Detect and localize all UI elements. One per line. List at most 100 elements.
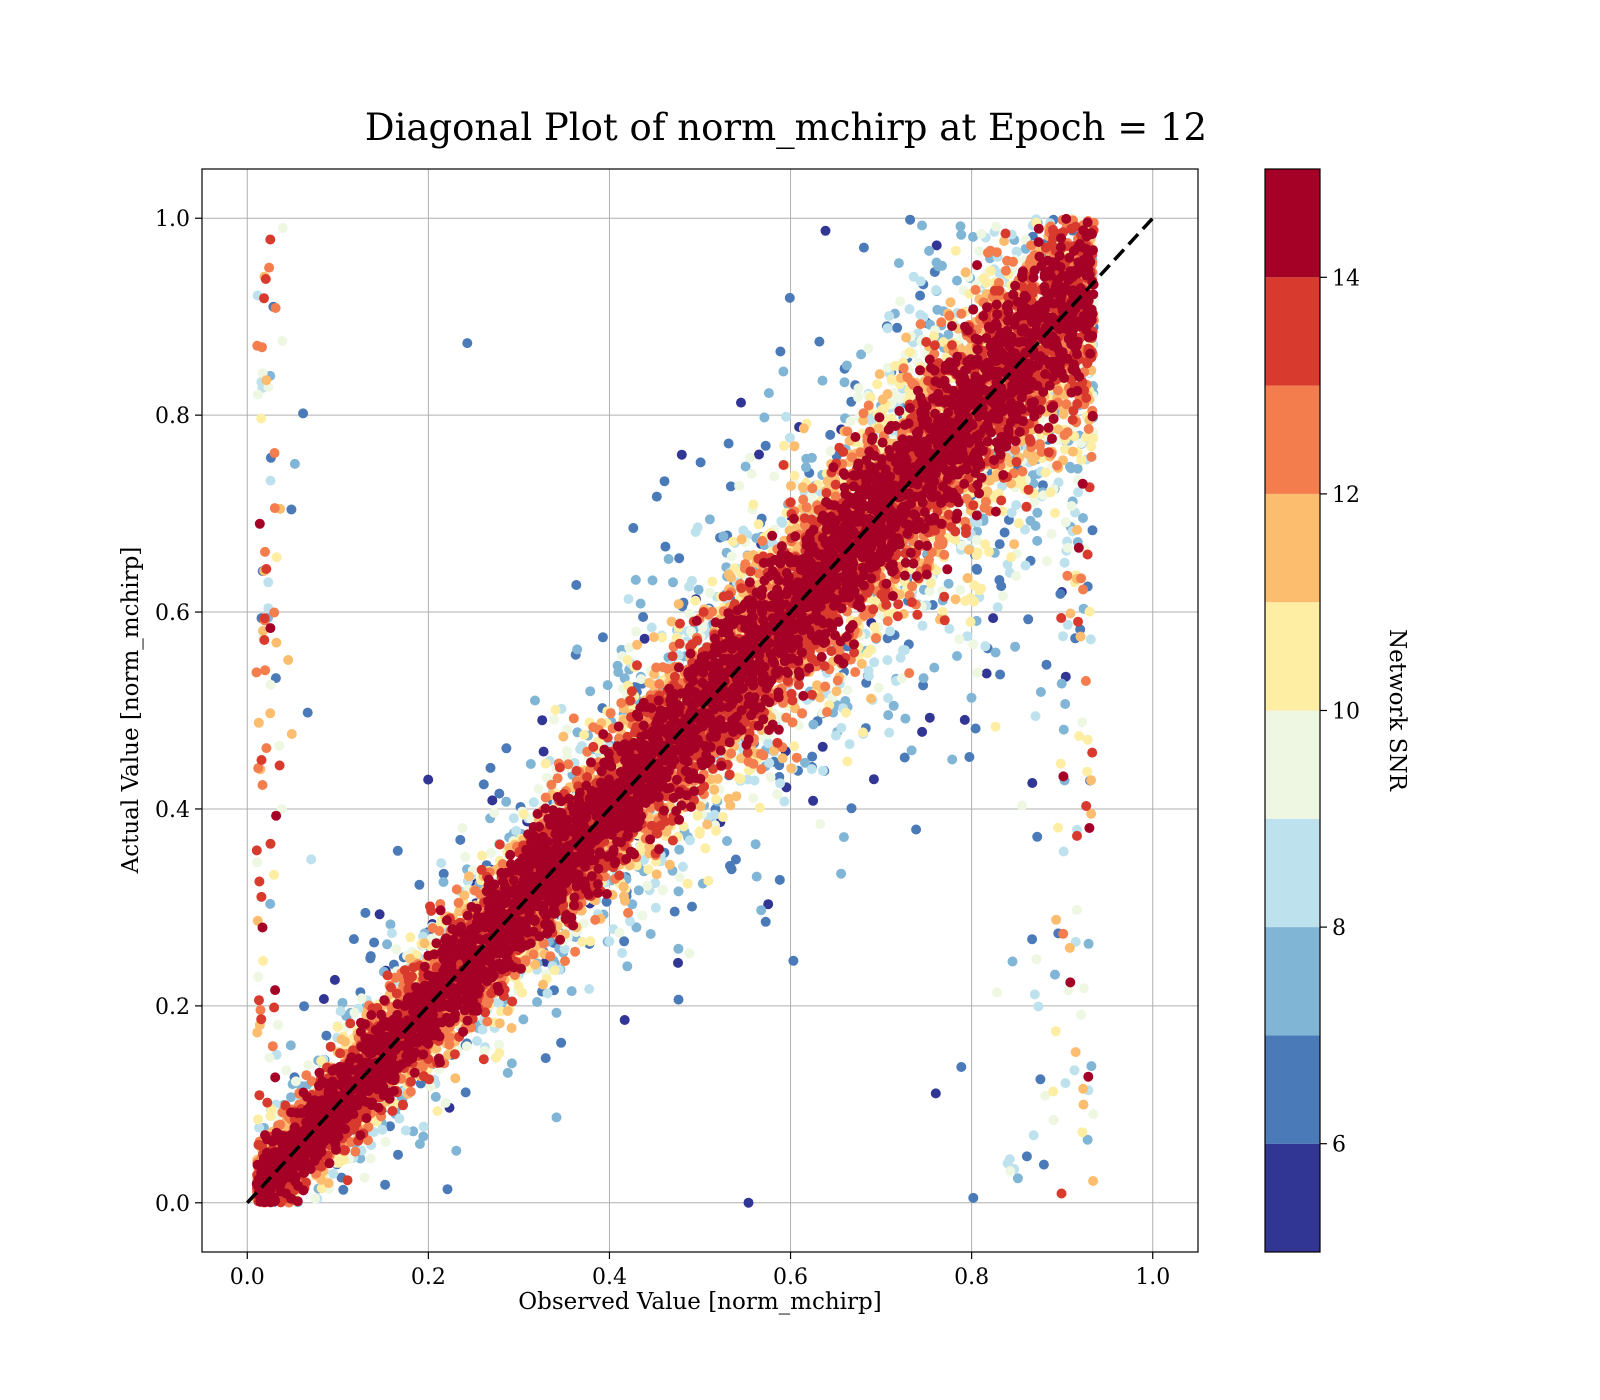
- data-point: [1032, 535, 1043, 546]
- data-point: [718, 531, 729, 542]
- data-point: [1048, 1086, 1059, 1097]
- data-point: [645, 929, 656, 939]
- data-point: [658, 884, 668, 895]
- data-point: [639, 633, 650, 644]
- data-point: [1058, 631, 1068, 642]
- data-point: [763, 388, 774, 399]
- data-point: [502, 1067, 513, 1078]
- data-point: [677, 861, 688, 872]
- data-point: [674, 553, 685, 564]
- data-point: [1087, 525, 1098, 536]
- data-point: [807, 751, 818, 762]
- data-point: [707, 576, 718, 587]
- data-point: [299, 1001, 310, 1012]
- data-point: [972, 667, 983, 678]
- data-point: [722, 836, 732, 846]
- data-point: [992, 602, 1003, 613]
- data-point: [1020, 524, 1030, 535]
- data-point: [400, 1125, 411, 1136]
- data-point: [774, 874, 785, 885]
- data-point: [1066, 501, 1077, 511]
- data-point: [1030, 711, 1041, 722]
- data-point: [559, 944, 570, 955]
- data-point: [489, 807, 500, 818]
- data-point: [622, 655, 633, 665]
- data-point: [965, 616, 976, 627]
- data-point: [1074, 731, 1085, 742]
- data-point: [985, 265, 996, 276]
- data-point: [674, 872, 685, 883]
- data-point: [915, 276, 926, 287]
- data-point: [551, 1112, 562, 1123]
- data-point: [1055, 588, 1066, 599]
- data-point: [651, 491, 662, 502]
- data-point: [286, 504, 297, 515]
- data-point: [863, 343, 874, 354]
- data-point: [472, 1036, 482, 1046]
- data-point: [1060, 517, 1071, 528]
- data-point: [1050, 1026, 1061, 1037]
- data-point: [348, 934, 359, 945]
- data-point: [642, 880, 653, 891]
- data-point: [438, 868, 449, 879]
- data-point: [994, 539, 1005, 550]
- data-point: [974, 585, 985, 596]
- data-point: [423, 774, 434, 785]
- data-point: [704, 514, 715, 525]
- data-point: [597, 632, 608, 643]
- data-point: [753, 519, 764, 530]
- data-point: [904, 304, 915, 315]
- data-point: [962, 631, 973, 642]
- data-point: [506, 1058, 517, 1069]
- data-point: [801, 462, 811, 473]
- data-point: [825, 446, 836, 456]
- data-point: [863, 671, 874, 681]
- data-point: [788, 955, 799, 966]
- data-point: [760, 440, 771, 451]
- data-point: [856, 349, 867, 360]
- data-point: [918, 673, 929, 684]
- data-point: [769, 471, 780, 482]
- data-point: [1031, 954, 1042, 965]
- data-point: [687, 901, 697, 912]
- data-point: [265, 898, 276, 909]
- data-point: [252, 389, 263, 400]
- data-point: [1005, 1165, 1016, 1176]
- data-point: [1006, 552, 1017, 563]
- data-point: [917, 726, 928, 737]
- data-point: [1078, 983, 1089, 994]
- data-point: [884, 311, 895, 321]
- data-point: [1046, 528, 1057, 539]
- data-point: [968, 1192, 979, 1203]
- data-point: [533, 784, 544, 794]
- data-point: [1060, 1078, 1071, 1089]
- data-point: [704, 587, 715, 598]
- data-point: [760, 916, 771, 927]
- data-point: [532, 997, 543, 1007]
- data-point: [734, 480, 745, 491]
- data-point: [763, 899, 774, 910]
- data-point: [1007, 956, 1018, 967]
- data-point: [414, 879, 425, 890]
- data-point: [900, 713, 911, 724]
- data-point: [380, 1137, 391, 1147]
- data-point: [818, 765, 828, 776]
- data-point: [775, 778, 786, 789]
- data-point: [1023, 614, 1034, 625]
- data-point: [285, 1040, 296, 1051]
- data-point: [659, 476, 670, 487]
- data-point: [501, 796, 512, 807]
- data-point: [303, 1060, 314, 1070]
- data-point: [930, 1088, 941, 1099]
- data-point: [999, 527, 1010, 538]
- data-point: [438, 877, 449, 887]
- data-point: [748, 793, 759, 804]
- data-point: [883, 693, 894, 704]
- data-point: [674, 844, 685, 855]
- data-point: [335, 1006, 346, 1017]
- data-point: [754, 449, 764, 460]
- data-point: [814, 336, 825, 347]
- data-point: [836, 868, 847, 879]
- data-point: [1021, 1151, 1032, 1162]
